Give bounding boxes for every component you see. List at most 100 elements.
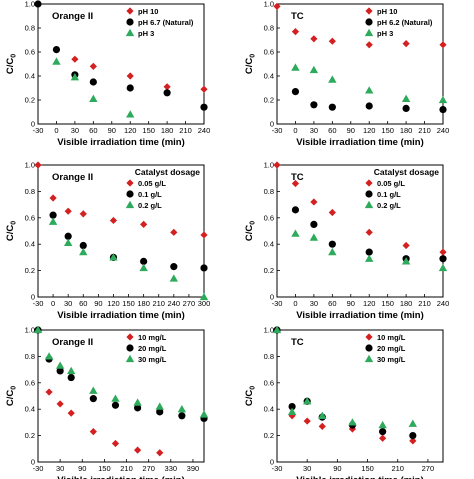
data-point [89,78,97,86]
x-tick-label: 90 [347,299,355,308]
data-point [71,55,79,63]
data-point [328,240,336,248]
x-tick-label: 120 [363,299,376,308]
plot-frame [37,3,205,125]
data-point [64,207,72,215]
data-point [318,422,326,430]
x-tick-label: 270 [183,299,196,308]
y-tick-label: 0.6 [25,378,35,387]
y-tick-label: 0.2 [25,266,35,275]
y-axis-label: C/C0 [244,221,257,241]
x-tick-label: -30 [272,299,283,308]
y-axis-label: C/C0 [244,54,257,74]
data-point [64,232,72,240]
chart-panel-2: -30 0 30 60 90 120 150 180 210 24000.20.40.60.81.… [244,0,449,148]
data-point [328,75,337,83]
legend-marker [364,354,374,363]
y-tick-label: 0.6 [25,213,35,222]
x-tick-label: 90 [333,464,341,473]
x-tick-label: 90 [78,464,86,473]
legend-label: pH 6.7 (Natural) [138,18,194,27]
data-point [134,404,142,412]
x-tick-label: 0 [54,126,58,135]
x-tick-label: 150 [381,299,394,308]
data-point [109,253,118,261]
data-point [291,28,300,36]
plot-frame [276,329,444,463]
data-point [365,254,374,262]
data-point [310,220,318,228]
data-point [156,408,164,416]
data-point [291,88,300,96]
chart-panel-1: -30 0 30 60 90 120 150 180 210 24000.20.40.60.81.… [5,0,210,148]
x-tick-label: 0 [293,299,297,308]
data-point [438,263,448,272]
data-point [318,411,327,419]
data-point [111,401,120,409]
legend-label: 30 mg/L [138,355,167,364]
y-tick-label: 1.0 [264,161,274,170]
legend-marker [125,200,135,209]
y-tick-label: 1.0 [264,0,274,9]
data-point [310,35,318,43]
data-point [291,206,300,214]
x-tick-label: 240 [437,299,450,308]
panel-title: Orange II [52,11,93,22]
y-tick-label: 0.6 [25,48,35,57]
x-tick-label: 60 [79,299,87,308]
legend-label: 0.1 g/L [138,190,162,199]
x-tick-label: 0 [51,299,55,308]
x-axis-label: Visible irradiation time (min) [57,137,185,148]
x-tick-label: 60 [328,126,336,135]
data-point [288,402,296,411]
data-point [67,366,76,375]
legend-marker [125,28,135,37]
data-point [67,409,75,417]
x-tick-label: 240 [437,126,450,135]
y-tick-label: 0.6 [264,48,274,57]
x-tick-label: 120 [124,126,137,135]
legend-marker [126,179,134,187]
data-point [291,63,300,71]
x-tick-label: -30 [272,126,283,135]
legend-label: 0.05 g/L [138,179,166,188]
legend-label: 0.2 g/L [377,201,401,210]
data-point [200,264,208,272]
y-tick-label: 0.6 [264,378,274,387]
data-point [365,248,373,256]
data-point [89,62,97,70]
data-point [126,84,134,92]
data-point [33,325,43,334]
x-tick-label: 210 [418,126,431,135]
x-tick-label: 0 [293,126,297,135]
data-point [288,412,296,420]
data-point [365,86,374,94]
data-point [44,352,54,360]
legend-label: pH 10 [138,7,158,16]
data-point [52,46,61,54]
data-point [79,247,88,256]
legend-label: pH 3 [377,29,393,38]
data-point [200,103,208,111]
data-point [291,179,300,188]
x-tick-label: 150 [361,464,374,473]
chart-panel-4: -30 0 30 60 90 120 150 180 210 24000.20.40.60.81.… [244,161,449,322]
x-tick-label: 390 [187,464,200,473]
x-tick-label: 30 [64,299,72,308]
data-point [56,367,64,375]
data-point [365,102,373,110]
y-tick-label: 0.2 [264,431,274,440]
x-tick-label: 180 [400,299,413,308]
data-point [79,241,87,250]
chart-panel-6: -30 30 90 150 210 270 0 0.2 0.4 0.6 0.8 1.0 Visible … [244,326,444,479]
y-tick-label: 0.4 [264,405,274,414]
y-tick-label: 0.8 [25,24,35,33]
data-point [200,85,208,93]
legend-label: pH 6.2 (Natural) [377,18,433,27]
legend-label: pH 10 [377,7,397,16]
y-tick-label: 0.8 [25,352,35,361]
x-axis-label: Visible irradiation time (min) [57,475,185,479]
data-point [439,41,447,49]
x-tick-label: -30 [33,299,44,308]
